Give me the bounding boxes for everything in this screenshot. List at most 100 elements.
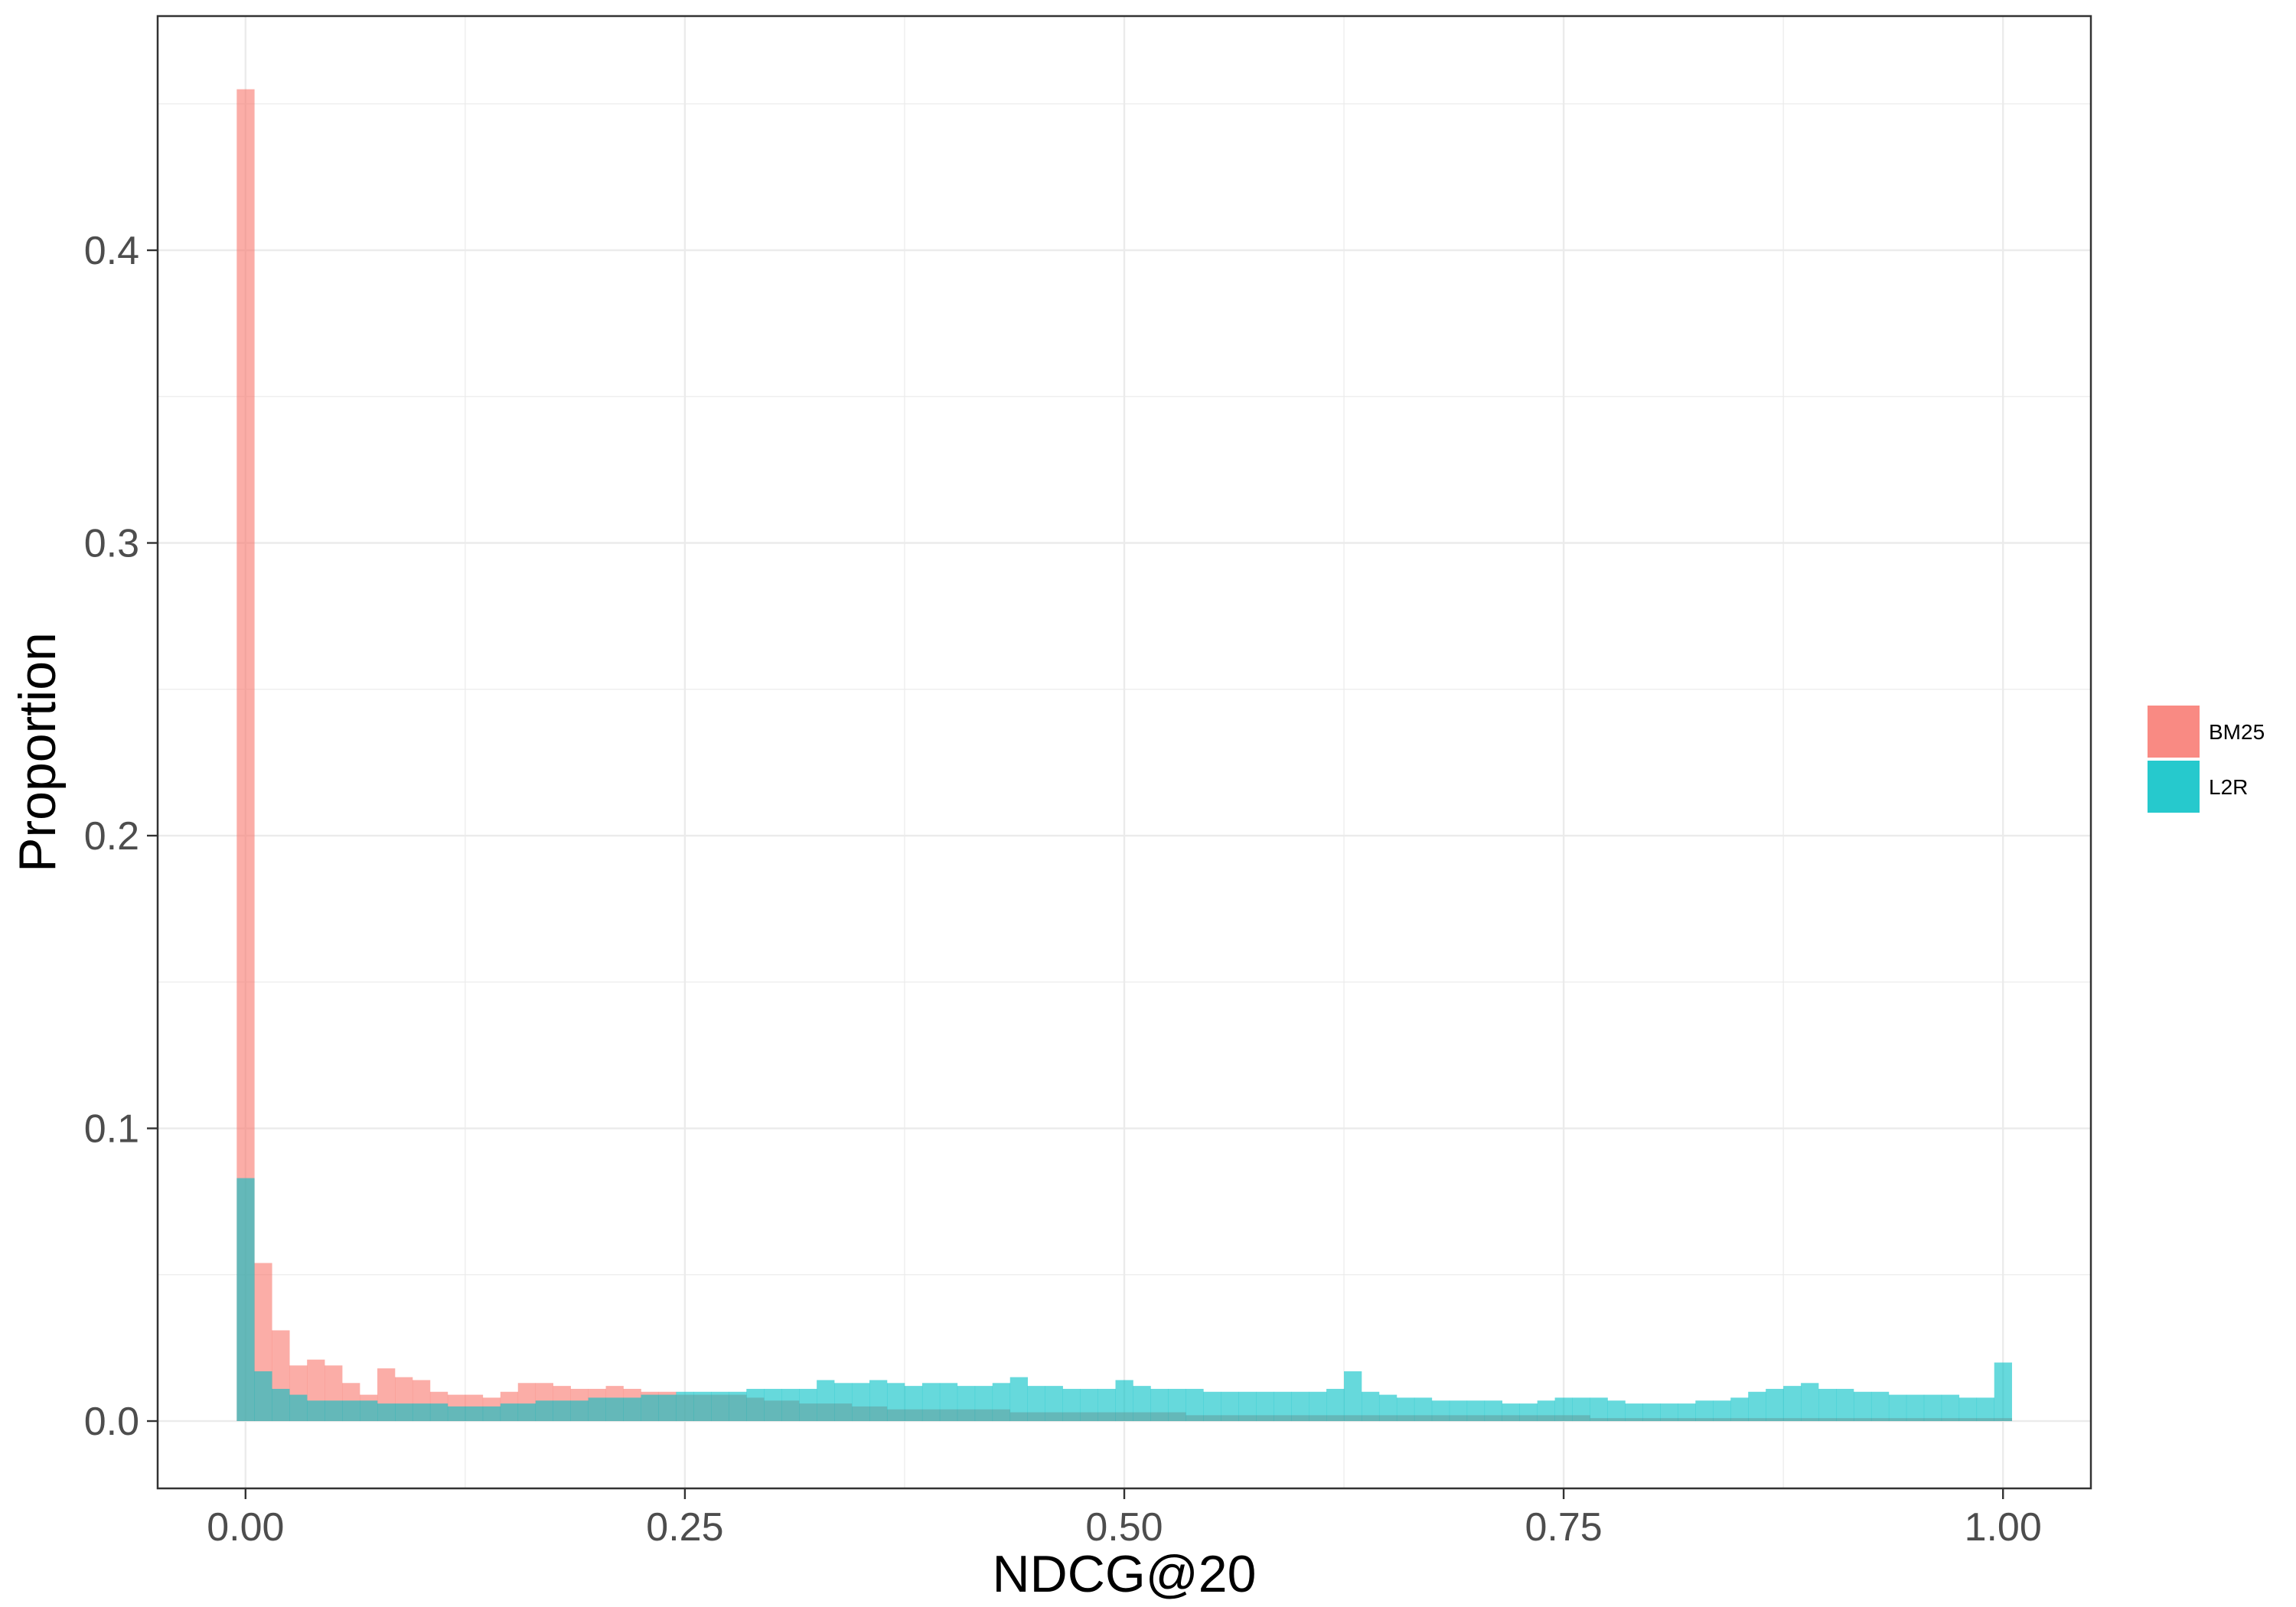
bar-l2r [342,1400,360,1422]
bar-l2r [1766,1388,1784,1422]
bar-l2r [1836,1388,1854,1422]
bar-l2r [482,1406,501,1422]
bar-l2r [904,1386,923,1422]
bar-l2r [535,1400,553,1422]
bar-l2r [1080,1388,1098,1422]
bar-l2r [1466,1400,1486,1422]
bar-l2r [799,1388,817,1422]
bar-l2r [1291,1391,1309,1422]
bar-l2r [1976,1397,1994,1422]
bar-l2r [1906,1394,1925,1422]
x-tick-label: 0.75 [1525,1505,1602,1550]
bar-l2r [517,1403,536,1422]
bar-l2r [1853,1391,1872,1422]
bar-l2r [623,1397,641,1422]
y-tick-label: 0.3 [84,522,139,566]
bar-l2r [1958,1397,1978,1422]
bar-l2r [658,1394,677,1422]
bar-l2r [1625,1403,1643,1422]
bar-l2r [1783,1386,1802,1422]
bar-l2r [974,1386,993,1422]
axis-ticks [147,249,2004,1499]
bar-l2r [1730,1397,1749,1422]
bar-l2r [1309,1391,1327,1422]
bar-l2r [1818,1388,1837,1422]
bar-l2r [1678,1403,1696,1422]
bar-l2r [1274,1391,1292,1422]
bar-l2r [1941,1394,1960,1422]
bar-l2r [1888,1394,1907,1422]
bar-l2r [1168,1388,1186,1422]
bar-l2r [1396,1397,1415,1422]
bar-l2r [1221,1391,1239,1422]
bar-l2r [1554,1397,1573,1422]
bar-l2r [1115,1380,1133,1422]
legend-label-l2r: L2R [2209,775,2248,799]
bar-l2r [429,1403,448,1422]
bar-l2r [1344,1371,1362,1422]
bar-l2r [1537,1400,1555,1422]
bar-l2r [553,1400,571,1422]
bar-l2r [1870,1391,1890,1422]
bar-l2r [869,1380,888,1422]
x-tick-label: 0.50 [1085,1505,1163,1550]
bar-bm25 [236,89,255,1422]
y-tick-label: 0.0 [84,1400,139,1444]
bar-l2r [1203,1391,1221,1422]
bar-l2r [1607,1400,1626,1422]
bar-l2r [1150,1388,1169,1422]
bar-l2r [605,1397,624,1422]
bar-l2r [1449,1400,1468,1422]
bar-l2r [465,1406,484,1422]
bar-l2r [992,1383,1011,1422]
legend: BM25 L2R [2148,706,2265,813]
bar-l2r [447,1406,466,1422]
legend-label-bm25: BM25 [2209,720,2265,744]
y-tick-label: 0.2 [84,814,139,859]
bar-l2r [1133,1386,1151,1422]
y-tick-label: 0.1 [84,1107,139,1152]
bar-l2r [641,1394,659,1422]
bar-l2r [1801,1383,1819,1422]
bar-l2r [395,1403,413,1422]
bar-l2r [764,1388,782,1422]
bar-l2r [834,1383,853,1422]
bar-l2r [676,1391,694,1422]
bar-l2r [1186,1388,1204,1422]
bar-l2r [254,1371,272,1422]
bar-l2r [1362,1391,1380,1422]
x-tick-label: 0.25 [646,1505,723,1550]
series-l2r [236,1178,2012,1422]
bar-l2r [1431,1400,1450,1422]
x-tick-labels: 0.00 0.25 0.50 0.75 1.00 [207,1505,2042,1550]
bar-l2r [711,1391,729,1422]
bar-l2r [1994,1362,2012,1422]
bar-l2r [1045,1386,1063,1422]
histogram-bars [236,89,2012,1422]
bar-l2r [729,1391,747,1422]
bar-l2r [1097,1388,1116,1422]
bar-l2r [1378,1394,1397,1422]
x-tick-label: 1.00 [1965,1505,2042,1550]
bar-l2r [1519,1403,1538,1422]
bar-l2r [1009,1377,1028,1422]
bar-l2r [1062,1388,1081,1422]
bar-l2r [746,1388,765,1422]
bar-l2r [886,1383,905,1422]
bar-l2r [1923,1394,1942,1422]
y-axis-title: Proportion [8,632,67,872]
bar-l2r [412,1403,431,1422]
bar-l2r [1642,1403,1661,1422]
bar-l2r [1326,1388,1345,1422]
bar-l2r [360,1400,378,1422]
bar-l2r [957,1386,976,1422]
bar-l2r [1256,1391,1274,1422]
legend-key-l2r [2148,761,2200,813]
bar-l2r [1590,1397,1608,1422]
bar-l2r [693,1391,712,1422]
bar-l2r [500,1403,519,1422]
bar-l2r [1484,1400,1503,1422]
bar-l2r [325,1400,343,1422]
bar-l2r [272,1388,290,1422]
